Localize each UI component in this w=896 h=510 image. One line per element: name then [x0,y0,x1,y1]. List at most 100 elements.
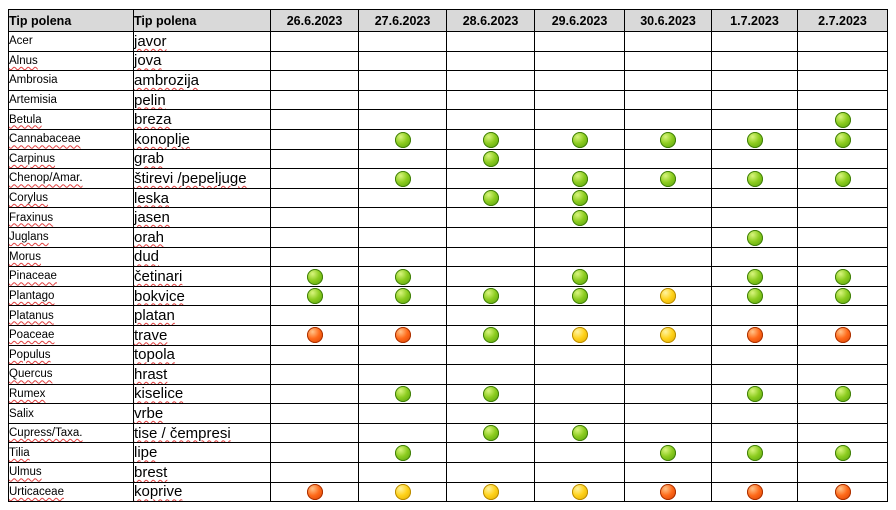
table-row: Cannabaceae konoplje [8,128,888,150]
level-cell [358,344,447,366]
table-row: Betula breza [8,109,888,130]
local-name: koprive [134,483,183,501]
level-cell [624,344,712,366]
level-cell [797,187,888,209]
pollen-level-high-dot-icon [306,327,323,344]
level-cell [797,168,888,189]
table-row: Carpinus grab [8,148,888,170]
level-cell [358,383,447,405]
table-row: Artemisia pelin [8,89,888,111]
level-cell [270,128,359,150]
latin-name: Platanus [9,309,54,322]
level-cell [534,187,625,209]
level-cell [446,70,535,91]
local-name-cell: jasen [133,207,271,228]
table-row: Cupress/Taxa. tise / čempresi [8,422,888,444]
level-cell [797,246,888,268]
level-cell [270,344,359,366]
table-row: Rumex kiselice [8,383,888,405]
level-cell [358,305,447,326]
latin-name-cell: Corylus [8,187,134,209]
latin-name-cell: Chenop/Amar. [8,168,134,189]
level-cell [446,285,535,307]
level-cell [624,364,712,385]
level-cell [446,364,535,385]
level-cell [446,50,535,72]
local-name: orah [134,228,165,246]
level-cell [711,148,798,170]
level-cell [534,442,625,464]
table-row: Juglans orah [8,226,888,248]
level-cell [358,187,447,209]
level-cell [270,70,359,91]
level-cell [534,285,625,307]
level-cell [358,246,447,268]
local-name: breza [134,111,172,129]
pollen-level-low-dot-icon [482,386,499,403]
level-cell [711,31,798,52]
latin-name: Rumex [9,387,46,400]
latin-name-cell: Ulmus [8,462,134,483]
header-date: 28.6.2023 [446,9,535,32]
local-name: topola [134,346,175,364]
level-cell [270,266,359,287]
local-name-cell: dud [133,246,271,268]
level-cell [711,442,798,464]
pollen-level-high-dot-icon [746,484,763,501]
latin-name: Morus [9,250,41,263]
header-date: 30.6.2023 [624,9,712,32]
level-cell [534,422,625,444]
pollen-level-low-dot-icon [834,170,851,187]
level-cell [358,324,447,346]
level-cell [358,266,447,287]
latin-name: Fraxinus [9,211,54,224]
pollen-level-low-dot-icon [660,170,676,187]
level-cell [624,109,712,130]
pollen-level-low-dot-icon [834,445,851,462]
pollen-level-low-dot-icon [746,170,763,187]
level-cell [797,128,888,150]
level-cell [358,462,447,483]
level-cell [797,70,888,91]
local-name-cell: bokvice [133,285,271,307]
pollen-level-medium-dot-icon [394,484,411,501]
level-cell [446,344,535,366]
latin-name-cell: Betula [8,109,134,130]
level-cell [797,226,888,248]
local-name-cell: breza [133,109,271,130]
level-cell [270,31,359,52]
local-name: konoplje [134,130,190,148]
local-name: hrast [134,365,168,383]
level-cell [624,246,712,268]
local-name-cell: trave [133,324,271,346]
pollen-level-low-dot-icon [571,268,588,285]
level-cell [624,148,712,170]
local-name: platan [134,307,175,325]
latin-name: Poaceae [9,329,55,342]
level-cell [624,226,712,248]
level-cell [358,31,447,52]
table-row: Salix vrbe [8,403,888,424]
level-cell [358,285,447,307]
local-name-cell: četinari [133,266,271,287]
pollen-level-low-dot-icon [571,190,588,207]
table-row: Corylus leska [8,187,888,209]
latin-name: Urticaceae [9,485,64,498]
pollen-table-body: Acer javor Alnus jova Ambrosia ambrozija Artem… [8,31,888,503]
level-cell [797,364,888,385]
pollen-level-low-dot-icon [571,170,588,187]
level-cell [624,285,712,307]
level-cell [270,324,359,346]
pollen-level-low-dot-icon [571,425,588,442]
local-name: dud [134,248,160,266]
level-cell [534,148,625,170]
table-row: Fraxinus jasen [8,207,888,228]
latin-name: Juglans [9,231,49,244]
pollen-level-low-dot-icon [660,131,676,148]
level-cell [624,207,712,228]
level-cell [797,31,888,52]
pollen-level-low-dot-icon [746,288,763,305]
latin-name-cell: Carpinus [8,148,134,170]
table-row: Chenop/Amar. štirevi /pepeljuge [8,168,888,189]
level-cell [270,109,359,130]
